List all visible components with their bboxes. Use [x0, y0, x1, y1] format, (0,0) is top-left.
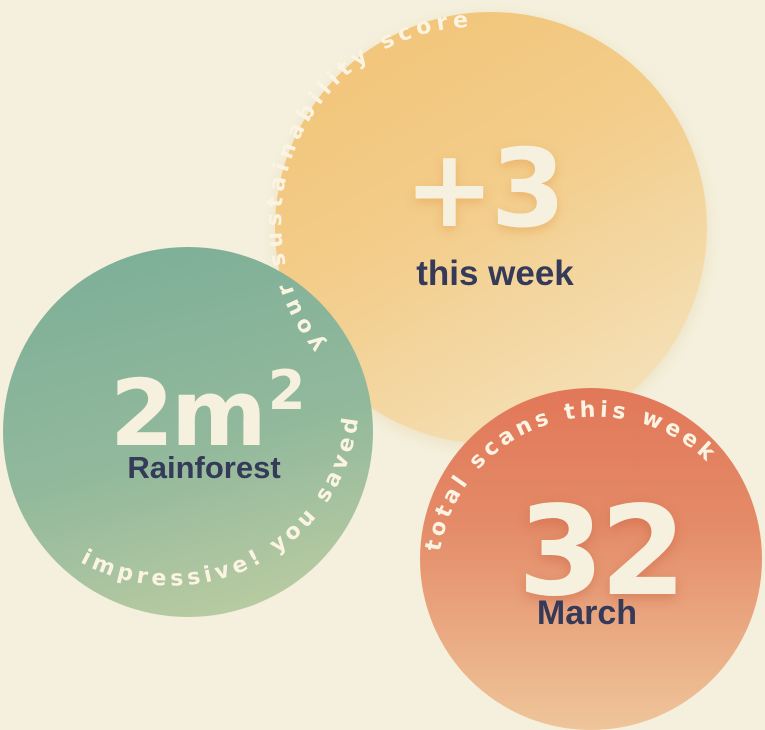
score-label: this week	[416, 254, 574, 293]
score-value: +3	[404, 127, 566, 252]
scans-value: 32	[517, 480, 687, 624]
rainforest-value-exponent: 2	[267, 359, 306, 422]
rainforest-value-number: 2m	[110, 360, 267, 467]
total-scans-circle	[420, 388, 762, 730]
rainforest-saved-circle	[3, 247, 373, 617]
rainforest-label: Rainforest	[127, 450, 281, 485]
rainforest-value: 2m2	[110, 364, 320, 460]
scans-label: March	[536, 594, 638, 632]
